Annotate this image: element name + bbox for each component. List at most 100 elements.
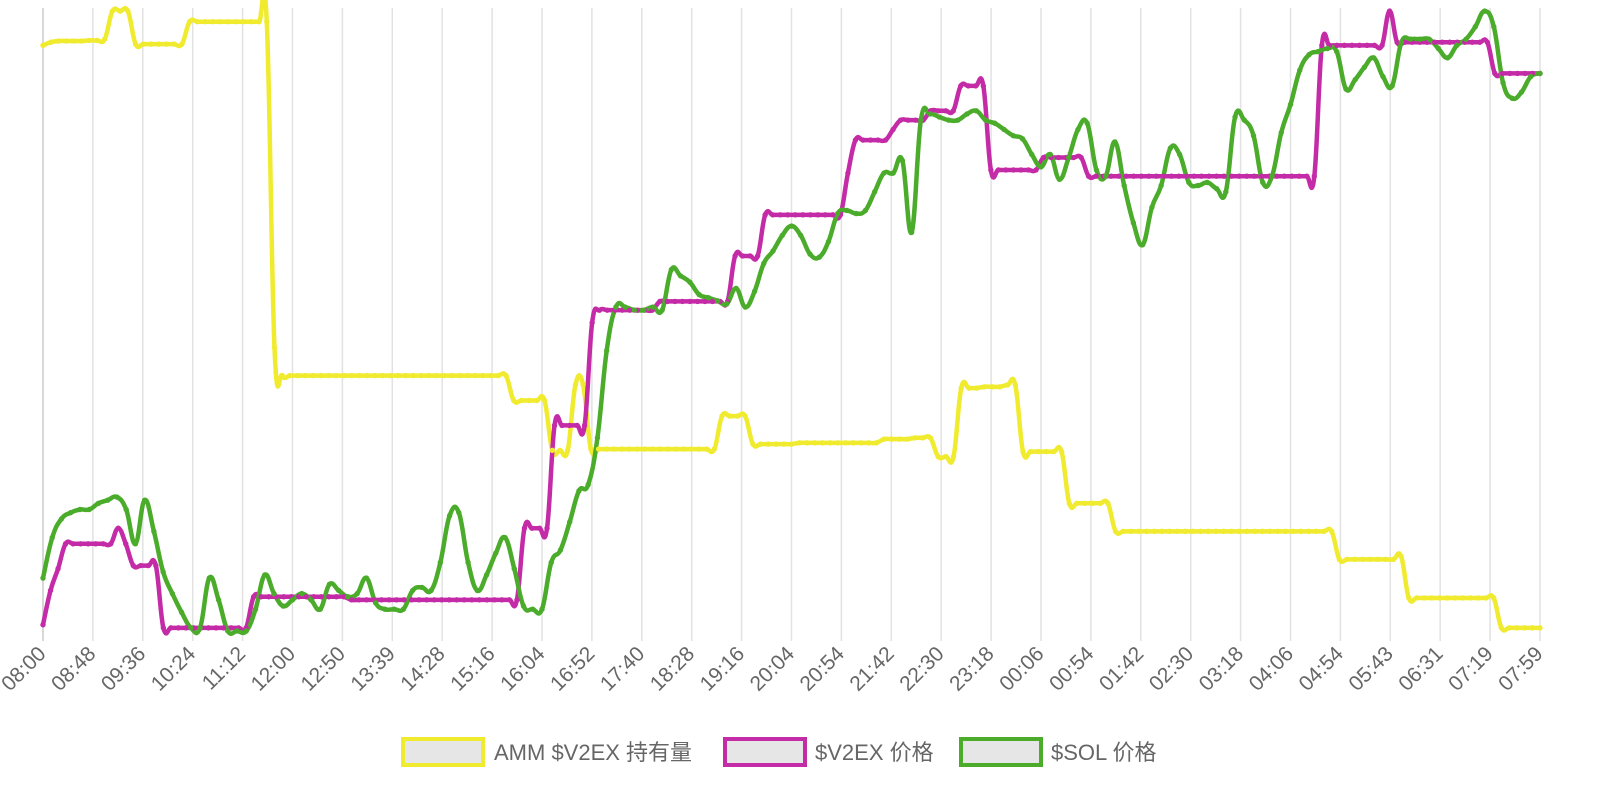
data-point: [1370, 55, 1377, 61]
data-point: [1447, 39, 1453, 45]
data-point: [1413, 595, 1420, 601]
data-point: [585, 481, 591, 488]
data-point: [252, 606, 259, 612]
data-point: [943, 453, 949, 460]
data-point: [1112, 528, 1119, 535]
data-point: [446, 597, 452, 603]
data-point: [1313, 528, 1319, 535]
legend-label[interactable]: $V2EX 价格: [815, 740, 934, 765]
data-point: [1004, 382, 1011, 388]
data-point: [387, 372, 393, 379]
data-point: [419, 584, 425, 591]
data-point: [1319, 42, 1325, 49]
data-point: [640, 307, 647, 313]
data-point: [905, 117, 911, 123]
data-point: [769, 212, 776, 218]
data-point: [1315, 48, 1321, 55]
data-point: [679, 298, 686, 305]
x-tick-label: 04:06: [1245, 642, 1298, 695]
data-point: [1529, 625, 1535, 631]
data-point: [55, 38, 62, 44]
data-point: [1066, 154, 1072, 161]
data-point: [650, 304, 656, 310]
legend-label[interactable]: AMM $V2EX 持有量: [494, 740, 692, 765]
data-point: [183, 625, 189, 631]
data-point: [1507, 70, 1513, 77]
data-point: [627, 307, 633, 313]
data-point: [1475, 595, 1481, 601]
data-point: [382, 606, 388, 612]
data-point: [215, 597, 222, 603]
data-point: [852, 137, 859, 143]
data-point: [1356, 42, 1363, 49]
data-point: [210, 19, 216, 25]
x-tick-label: 14:28: [396, 642, 449, 695]
data-point: [1028, 448, 1034, 455]
data-point: [1499, 70, 1506, 77]
data-point: [871, 189, 878, 195]
data-point: [428, 587, 434, 594]
data-point: [631, 307, 638, 313]
data-point: [1477, 39, 1483, 45]
data-point: [796, 440, 802, 446]
data-point: [703, 446, 710, 452]
data-point: [1213, 528, 1219, 535]
data-point: [668, 266, 675, 273]
x-tick-label: 08:00: [0, 642, 51, 695]
data-point: [875, 137, 881, 143]
legend-swatch[interactable]: [959, 737, 1043, 767]
legend: AMM $V2EX 持有量 $V2EX 价格 $SOL 价格: [401, 737, 1157, 767]
data-point: [125, 8, 131, 14]
data-point: [827, 440, 833, 446]
data-point: [899, 157, 906, 164]
data-point: [186, 19, 193, 25]
data-point: [613, 304, 619, 310]
legend-swatch[interactable]: [723, 737, 807, 767]
data-point: [188, 625, 194, 631]
data-point: [665, 446, 671, 452]
data-point: [248, 19, 255, 25]
data-point: [1182, 528, 1188, 535]
data-point: [86, 37, 93, 44]
data-point: [109, 8, 116, 14]
data-point: [303, 594, 309, 600]
data-point: [1204, 179, 1211, 186]
data-point: [1130, 220, 1137, 226]
data-point: [132, 41, 139, 47]
data-point: [896, 436, 903, 442]
x-tick-label: 06:31: [1394, 642, 1447, 695]
data-point: [881, 170, 887, 176]
data-point: [1143, 528, 1150, 535]
data-point: [958, 385, 964, 391]
data-point: [973, 83, 979, 89]
data-point: [418, 372, 424, 379]
data-point: [1250, 133, 1257, 139]
legend-swatch[interactable]: [401, 737, 485, 767]
x-tick-label: 07:19: [1444, 642, 1497, 695]
data-point: [472, 372, 478, 379]
legend-label[interactable]: $SOL 价格: [1051, 740, 1157, 765]
data-point: [919, 435, 926, 441]
data-point: [1537, 625, 1543, 631]
x-tick-label: 01:42: [1095, 642, 1148, 695]
data-point: [912, 117, 919, 123]
data-point: [997, 384, 1003, 390]
data-point: [372, 600, 379, 606]
data-point: [1444, 55, 1451, 61]
data-point: [1269, 173, 1275, 179]
data-point: [264, 19, 270, 25]
data-point: [206, 575, 213, 581]
data-point: [1075, 126, 1081, 133]
data-point: [696, 291, 702, 298]
data-point: [372, 372, 378, 379]
data-point: [1251, 528, 1258, 535]
data-point: [1223, 189, 1229, 195]
data-point: [935, 453, 941, 460]
x-tick-label: 04:54: [1295, 642, 1349, 696]
data-point: [114, 494, 120, 500]
data-point: [151, 528, 157, 535]
series-points: [40, 8, 1543, 634]
data-point: [943, 108, 949, 114]
data-point: [1296, 173, 1302, 179]
data-point: [714, 298, 721, 304]
